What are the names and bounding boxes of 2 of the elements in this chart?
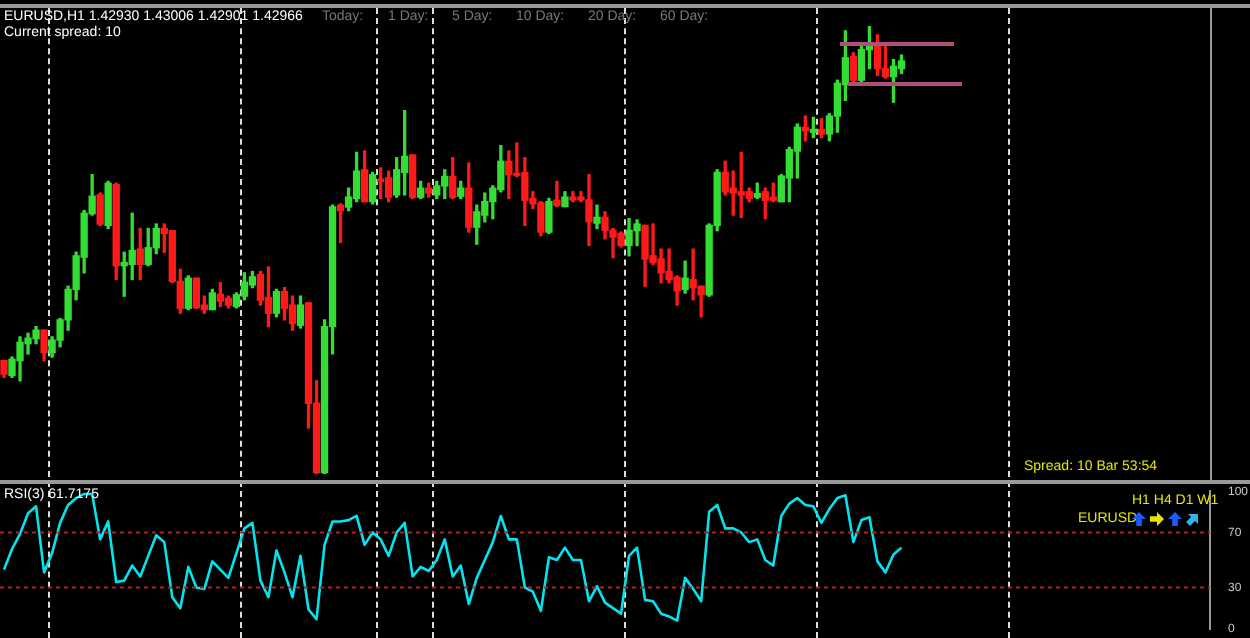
candlestick xyxy=(553,180,561,208)
candlestick xyxy=(689,248,697,301)
